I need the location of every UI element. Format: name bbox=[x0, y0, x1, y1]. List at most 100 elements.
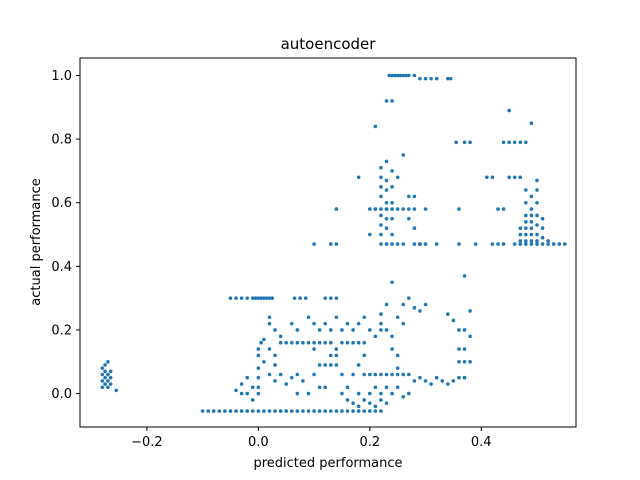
x-tick-label: −0.2 bbox=[131, 435, 163, 450]
data-point bbox=[418, 375, 422, 380]
data-point bbox=[317, 385, 322, 390]
data-point bbox=[407, 391, 411, 396]
data-point bbox=[340, 328, 344, 332]
data-point bbox=[278, 334, 283, 339]
data-point bbox=[328, 296, 333, 300]
data-point bbox=[529, 226, 534, 230]
data-point bbox=[334, 347, 339, 351]
data-point bbox=[211, 409, 216, 413]
data-point bbox=[423, 242, 428, 246]
data-point bbox=[256, 353, 261, 358]
data-point bbox=[401, 302, 406, 307]
data-point bbox=[407, 296, 411, 300]
data-point bbox=[384, 385, 389, 390]
data-point bbox=[262, 409, 266, 413]
x-axis-ticks: −0.2 0.0 0.2 0.4 bbox=[131, 427, 492, 450]
data-point bbox=[328, 328, 333, 332]
data-point bbox=[368, 391, 372, 396]
data-point bbox=[446, 76, 450, 81]
data-point bbox=[345, 340, 350, 345]
data-point bbox=[384, 226, 389, 230]
data-point bbox=[395, 175, 400, 180]
data-point bbox=[373, 409, 378, 413]
data-point bbox=[340, 340, 344, 345]
data-point bbox=[457, 328, 461, 332]
data-point bbox=[540, 226, 545, 230]
data-point bbox=[323, 321, 328, 326]
data-point bbox=[524, 239, 528, 243]
data-point bbox=[407, 372, 411, 377]
data-point bbox=[351, 340, 355, 345]
data-point bbox=[434, 375, 439, 380]
data-point bbox=[273, 409, 277, 413]
y-tick-label: 1.0 bbox=[51, 69, 72, 84]
data-point bbox=[518, 242, 523, 246]
data-point bbox=[379, 312, 383, 316]
data-point bbox=[256, 391, 261, 396]
data-point bbox=[440, 379, 445, 383]
data-point bbox=[395, 73, 400, 78]
data-point bbox=[390, 73, 394, 78]
data-point bbox=[412, 379, 417, 383]
data-point bbox=[284, 382, 289, 386]
data-point bbox=[507, 140, 511, 145]
data-point bbox=[457, 359, 461, 364]
data-point bbox=[295, 372, 300, 377]
data-point bbox=[490, 242, 495, 246]
data-point bbox=[529, 121, 534, 126]
data-point bbox=[535, 223, 539, 227]
data-point bbox=[379, 175, 383, 180]
x-tick-label: 0.2 bbox=[359, 435, 380, 450]
data-point bbox=[256, 385, 261, 390]
data-point bbox=[103, 382, 107, 386]
data-point bbox=[390, 232, 394, 237]
data-point bbox=[395, 385, 400, 390]
plot-frame bbox=[79, 57, 577, 428]
data-point bbox=[250, 296, 255, 300]
data-point bbox=[379, 321, 383, 326]
data-point bbox=[518, 232, 523, 237]
data-point bbox=[423, 207, 428, 211]
data-point bbox=[267, 372, 272, 377]
data-point bbox=[512, 175, 517, 180]
data-point bbox=[270, 296, 275, 300]
data-point bbox=[245, 409, 249, 413]
data-point bbox=[106, 385, 110, 390]
x-tick-label: 0.0 bbox=[248, 435, 269, 450]
data-point bbox=[507, 108, 511, 113]
y-tick-label: 0.2 bbox=[51, 323, 72, 338]
data-point bbox=[312, 321, 316, 326]
data-point bbox=[485, 175, 489, 180]
data-point bbox=[412, 207, 417, 211]
data-point bbox=[412, 73, 417, 78]
data-point bbox=[317, 409, 322, 413]
data-point bbox=[103, 369, 107, 374]
data-point bbox=[535, 232, 539, 237]
data-point bbox=[407, 207, 411, 211]
data-point bbox=[384, 99, 389, 103]
data-point bbox=[395, 315, 400, 320]
data-point bbox=[103, 375, 107, 380]
data-point bbox=[457, 347, 461, 351]
data-point bbox=[106, 372, 110, 377]
data-point bbox=[407, 194, 411, 199]
data-point bbox=[398, 73, 403, 78]
data-point bbox=[393, 73, 397, 78]
data-point bbox=[373, 385, 378, 390]
data-point bbox=[328, 409, 333, 413]
data-point bbox=[434, 76, 439, 81]
data-point bbox=[223, 409, 227, 413]
data-point bbox=[535, 178, 539, 183]
data-point bbox=[473, 242, 478, 246]
data-point bbox=[239, 296, 244, 300]
data-point bbox=[368, 328, 372, 332]
data-point bbox=[345, 385, 350, 390]
data-point bbox=[529, 242, 534, 246]
data-point bbox=[401, 372, 406, 377]
data-point bbox=[524, 200, 528, 205]
data-point bbox=[292, 296, 297, 300]
data-point bbox=[273, 363, 277, 367]
data-point bbox=[301, 379, 305, 383]
data-point bbox=[356, 175, 361, 180]
data-point bbox=[535, 200, 539, 205]
